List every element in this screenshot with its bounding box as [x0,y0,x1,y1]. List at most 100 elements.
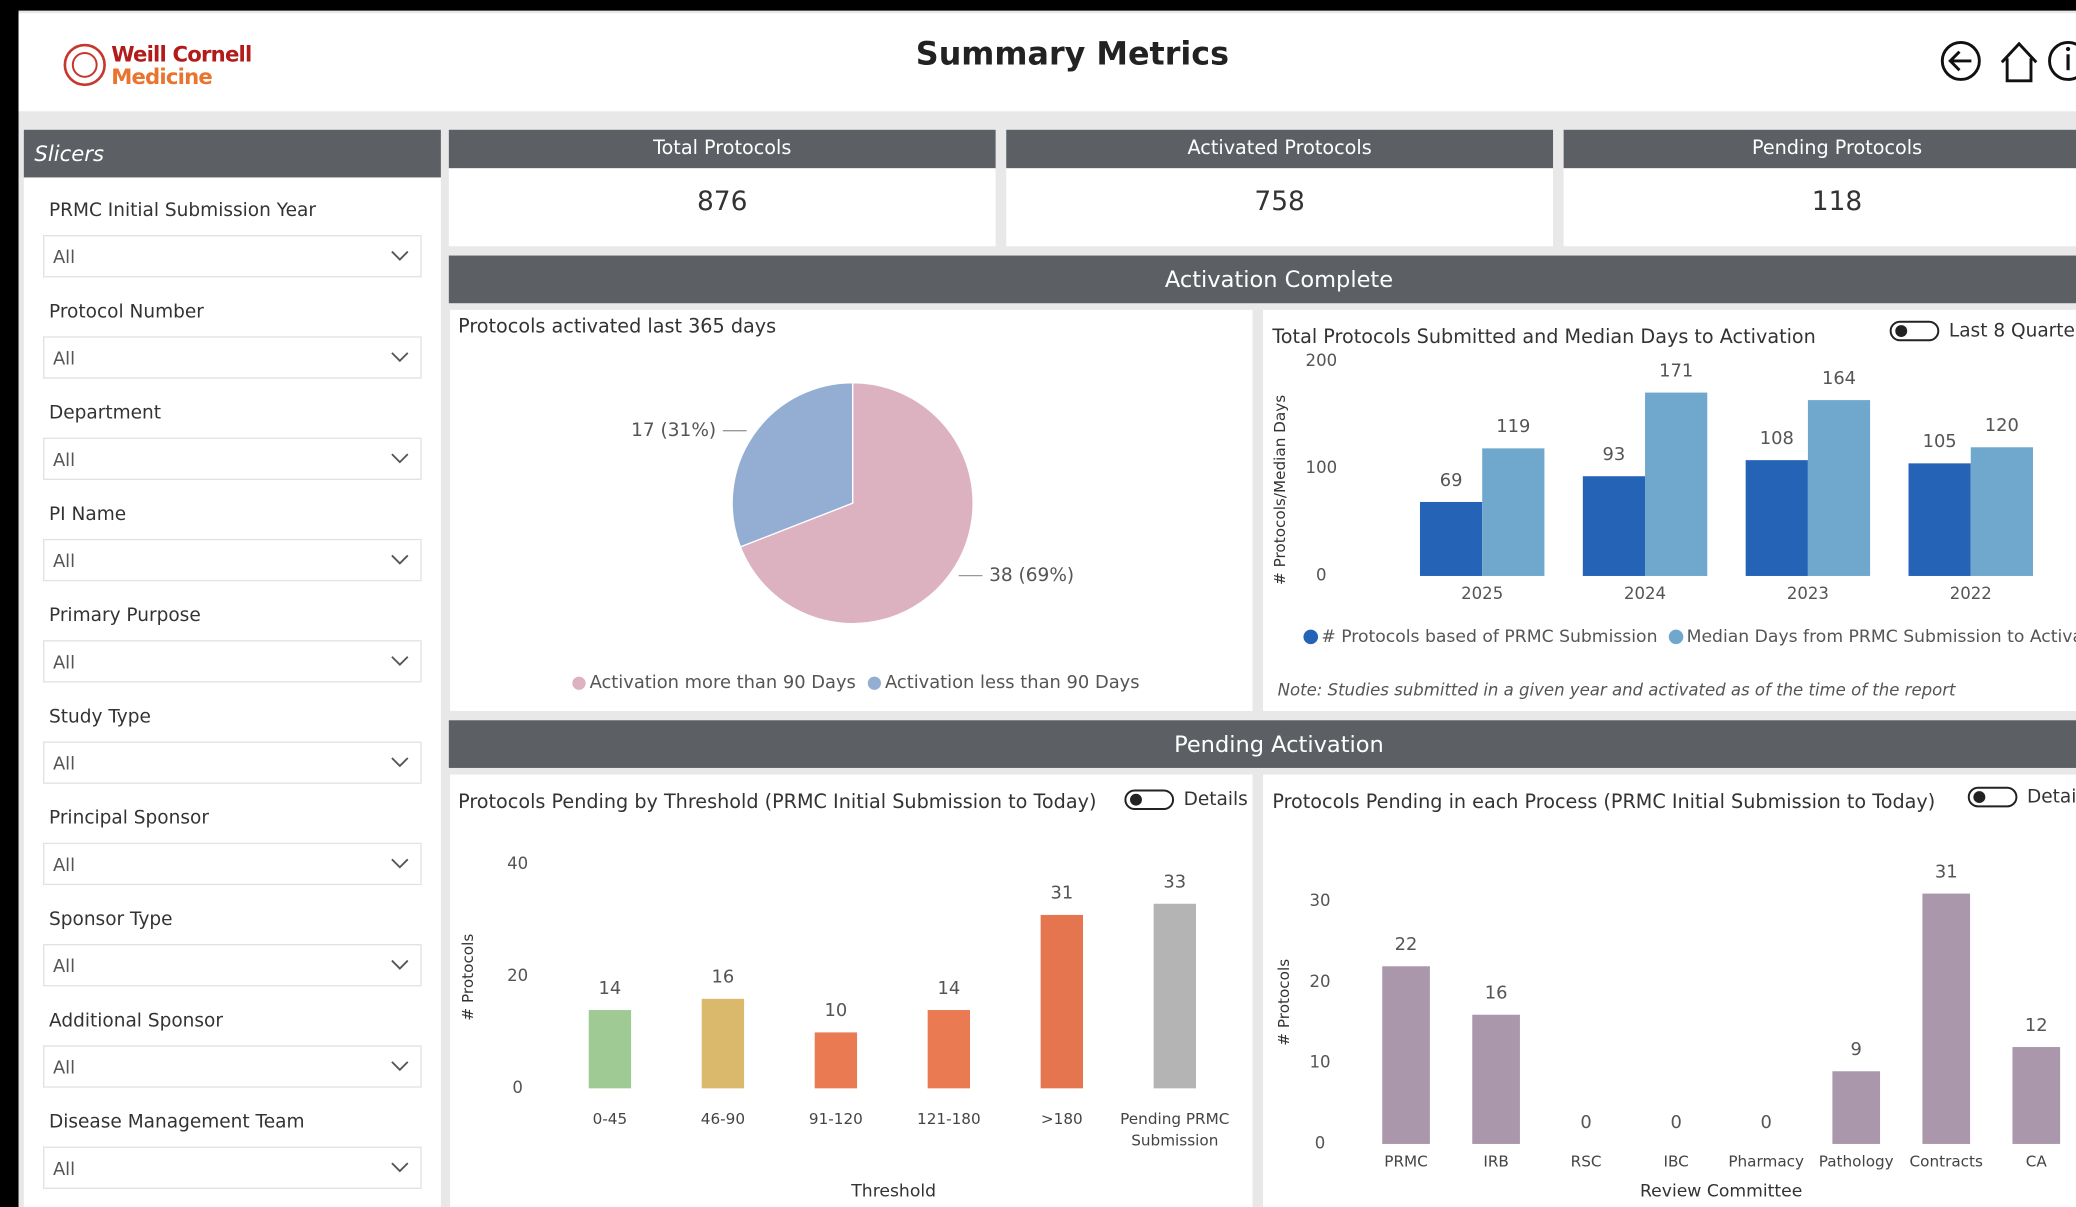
data-label: 69 [1440,470,1463,491]
y-tick-label: 20 [507,966,528,985]
chevron [391,757,409,768]
slicer-label: Department [49,403,161,424]
y-tick-label: 0 [1316,565,1327,584]
x-axis-label: Threshold [850,1182,936,1202]
legend-label: Activation less than 90 Days [885,672,1140,693]
bar [2012,1047,2061,1144]
bar [927,1010,971,1089]
dropdown-value: All [53,1057,75,1078]
chevron [391,959,409,970]
x-tick-label: IBC [1663,1151,1689,1171]
data-label: 9 [1851,1039,1862,1060]
x-tick-label: 0-45 [592,1109,628,1129]
slicer-dropdown[interactable]: All [43,842,422,886]
dropdown-value: All [53,956,75,977]
pie-slice [731,381,854,548]
dropdown-box [43,944,422,987]
dropdown-box [43,741,422,784]
x-axis-label: Review Committee [1640,1182,1802,1202]
legend-swatch [572,676,586,690]
slicer-dropdown[interactable]: All [43,944,422,987]
dropdown-value: All [53,754,75,775]
y-tick-label: 100 [1306,458,1338,477]
x-tick-label: Pending PRMC Submission [1120,1109,1230,1149]
dropdown-value: All [53,855,75,876]
legend: Activation more than 90 Days Activation l… [572,672,1140,693]
data-label: 17 (31%) [631,420,716,441]
slicer-dropdown[interactable]: All [43,235,422,278]
x-tick-label: Pathology [1818,1151,1894,1171]
slicer-dropdown[interactable]: All [43,1146,422,1189]
dropdown-box [43,1045,422,1088]
x-tick-wrap: 46-90 [700,1109,746,1129]
slicer-label: Principal Sponsor [49,808,209,829]
logo-text: Weill Cornell [111,42,251,67]
slicer-header [23,129,441,178]
data-label: 105 [1923,431,1957,452]
x-tick-label: 2022 [1950,584,1992,603]
slicer-dropdown[interactable]: All [43,336,422,379]
toggle-knob [1973,791,1986,804]
back-button[interactable] [1940,40,1981,81]
toggle-label: Details [2027,787,2076,808]
kpi-value: 876 [697,186,748,217]
toggle[interactable]: Details [1967,787,2076,808]
dropdown-value: All [53,652,75,673]
data-label: 14 [599,978,622,999]
x-tick-label: 46-90 [700,1109,746,1129]
info-button[interactable] [2048,40,2076,81]
logo-seal [71,51,98,78]
home-button[interactable] [2000,41,2038,83]
logo-text: Medicine [111,64,212,89]
bar [1482,448,1545,576]
x-tick-label: Contracts [1909,1151,1983,1171]
y-tick-label: 0 [1315,1133,1326,1152]
legend: # Protocols based of PRMC Submission Medi… [1303,627,2076,647]
slicer-dropdown[interactable]: All [43,437,422,480]
slicer-dropdown[interactable]: All [43,538,422,582]
slicer-label: Protocol Number [49,301,204,322]
dropdown-value: All [53,551,75,572]
logo-seal [63,43,106,87]
kpi-label: Pending Protocols [1752,136,1922,159]
chevron [391,656,409,666]
y-tick-label: 40 [507,854,528,873]
data-label: 171 [1659,360,1693,381]
data-label: 0 [1580,1112,1591,1133]
bar [588,1010,632,1089]
slicer-dropdown[interactable]: All [43,741,422,784]
chart-title: Total Protocols Submitted and Median Day… [1271,325,1816,348]
x-tick-label: CA [2025,1151,2047,1171]
data-label: 31 [1050,883,1073,904]
x-tick-label: 2025 [1461,584,1503,603]
data-label: 16 [712,967,735,988]
toggle[interactable]: Last 8 Quarters [1889,321,2076,342]
x-tick-label: PRMC [1384,1151,1428,1171]
x-tick-wrap: PRMC [1384,1151,1428,1171]
x-tick-wrap: Pathology [1818,1151,1894,1171]
toggle-knob [1130,793,1142,806]
chart-title: Protocols Pending by Threshold (PRMC Ini… [458,790,1096,813]
bar [1419,501,1483,576]
x-tick-wrap: IBC [1663,1151,1689,1171]
x-tick-label: RSC [1570,1151,1602,1171]
slicer-dropdown[interactable]: All [43,1045,422,1088]
data-label: 14 [937,978,960,999]
slicer-dropdown[interactable]: All [43,640,422,683]
chevron [391,250,409,261]
kpi-value: 758 [1254,186,1305,217]
toggle[interactable]: Details [1124,789,1248,810]
x-tick-wrap: 0-45 [592,1109,628,1129]
chart-title: Protocols Pending in each Process (PRMC … [1272,790,1935,813]
bar [1832,1071,1881,1144]
chevron [391,858,409,869]
dropdown-box [43,235,422,278]
bar [1040,914,1084,1089]
bar [1745,460,1808,576]
chevron [391,554,409,565]
x-tick-label: 2024 [1624,584,1666,603]
dropdown-box [43,437,422,480]
dropdown-box [43,842,422,886]
y-tick-label: 0 [512,1078,523,1097]
x-tick-label: IRB [1483,1151,1509,1171]
